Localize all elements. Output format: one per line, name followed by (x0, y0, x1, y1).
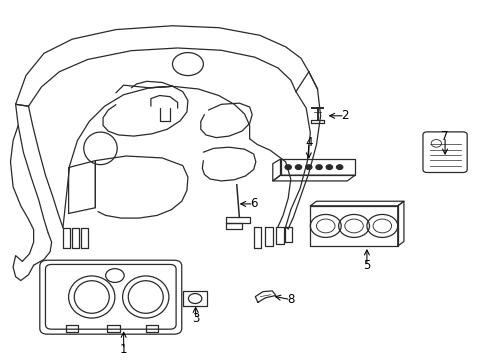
Text: 2: 2 (340, 109, 348, 122)
Circle shape (336, 165, 342, 170)
Text: 7: 7 (441, 130, 448, 143)
Text: 6: 6 (249, 197, 257, 210)
Circle shape (285, 165, 291, 170)
Circle shape (325, 165, 332, 170)
Circle shape (305, 165, 311, 170)
Text: 5: 5 (363, 259, 370, 272)
Text: 3: 3 (192, 312, 199, 325)
Text: 8: 8 (286, 293, 294, 306)
Circle shape (315, 165, 322, 170)
Text: 1: 1 (120, 343, 127, 356)
Text: 4: 4 (305, 136, 312, 149)
Circle shape (295, 165, 301, 170)
